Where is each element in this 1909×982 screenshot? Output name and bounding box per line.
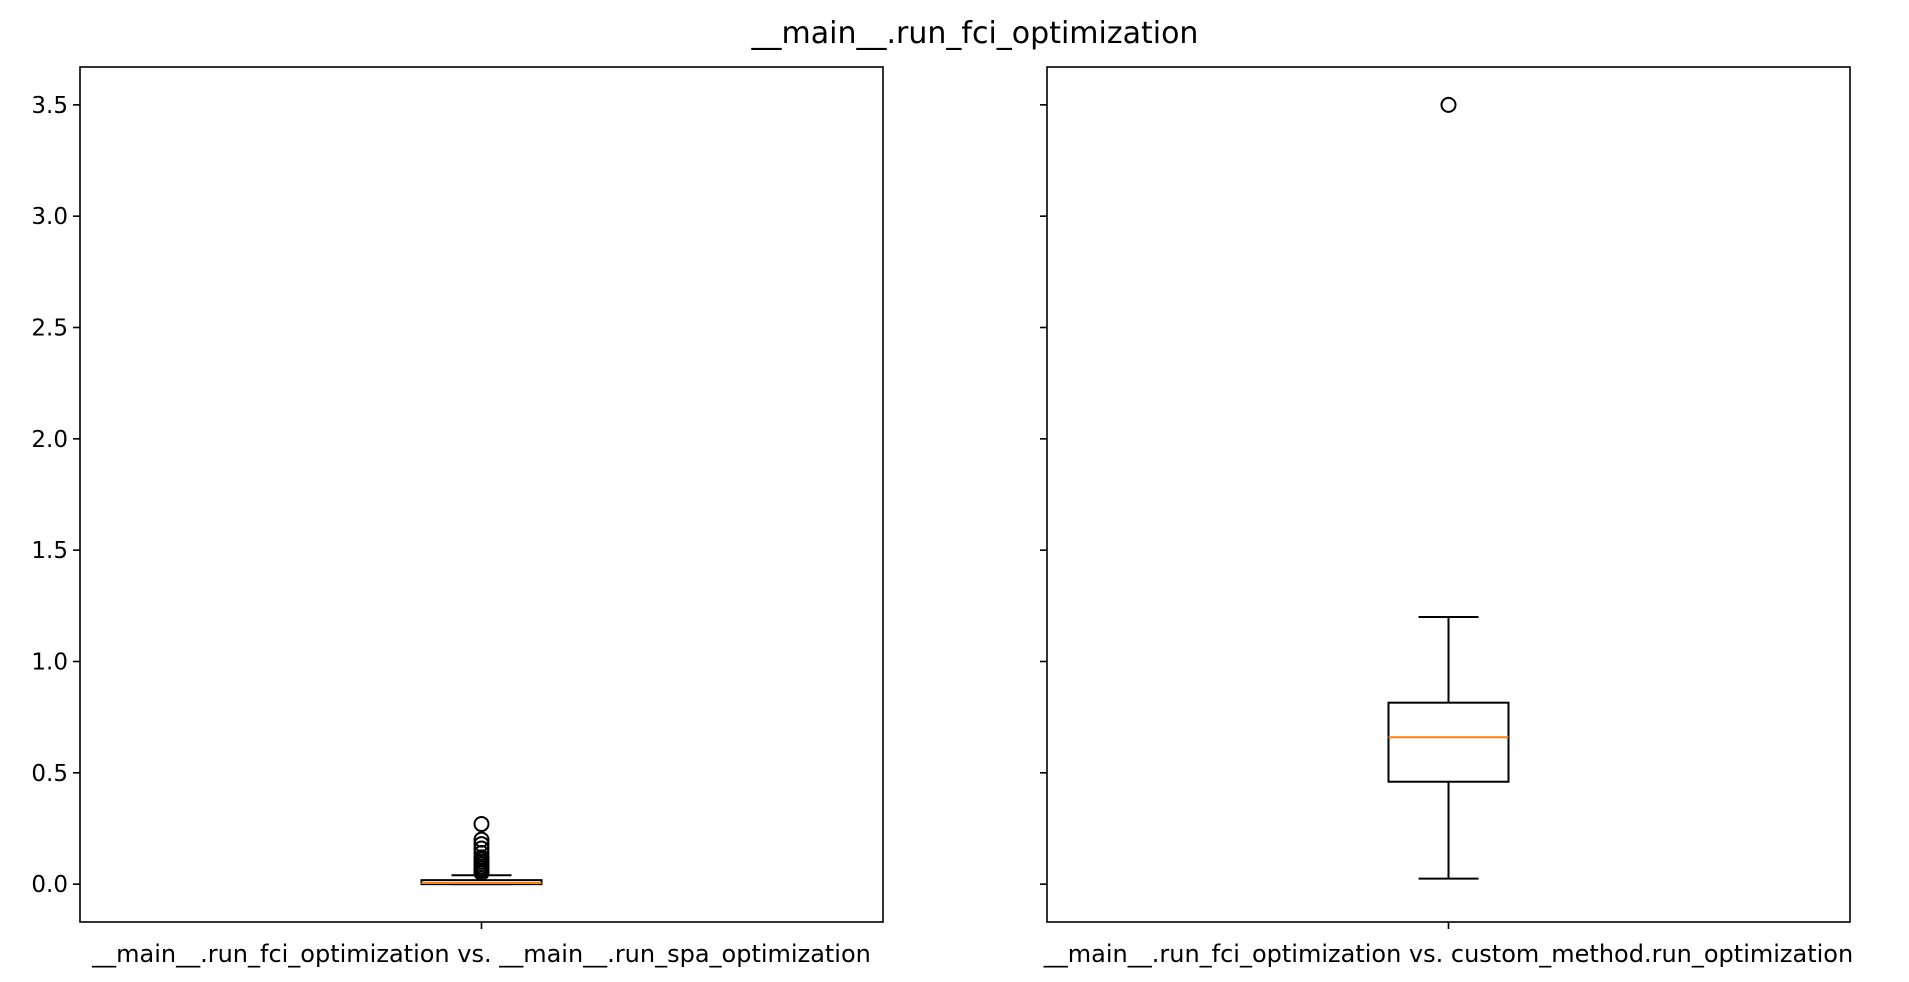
category-label: __main__.run_fci_optimization vs. custom…: [1043, 940, 1853, 968]
outlier-point: [1440, 96, 1457, 113]
axes-frame: [79, 66, 884, 923]
y-tick-label: 0.0: [31, 872, 68, 898]
figure-title: __main__.run_fci_optimization: [751, 16, 1199, 51]
category-label: __main__.run_fci_optimization vs. __main…: [91, 940, 871, 968]
box: [1387, 701, 1510, 783]
panel-left: 0.0 0.5 1.0 1.5 2.0 2.5 3.0 3.5 __main__.run_fci…: [31, 66, 884, 968]
y-tick-label: 1.0: [31, 649, 68, 675]
outlier-point: [473, 836, 490, 853]
y-tick-label: 1.5: [31, 538, 68, 564]
y-tick-label: 0.5: [31, 761, 68, 787]
y-tick-label: 3.0: [31, 204, 68, 230]
outlier-point: [473, 831, 490, 848]
outlier-point: [473, 816, 490, 833]
y-tick-label: 2.0: [31, 427, 68, 453]
panel-right: __main__.run_fci_optimization vs. custom…: [1040, 66, 1853, 968]
y-tick-label: 2.5: [31, 316, 68, 342]
outlier-point: [473, 840, 490, 857]
y-tick-label: 3.5: [31, 93, 68, 119]
